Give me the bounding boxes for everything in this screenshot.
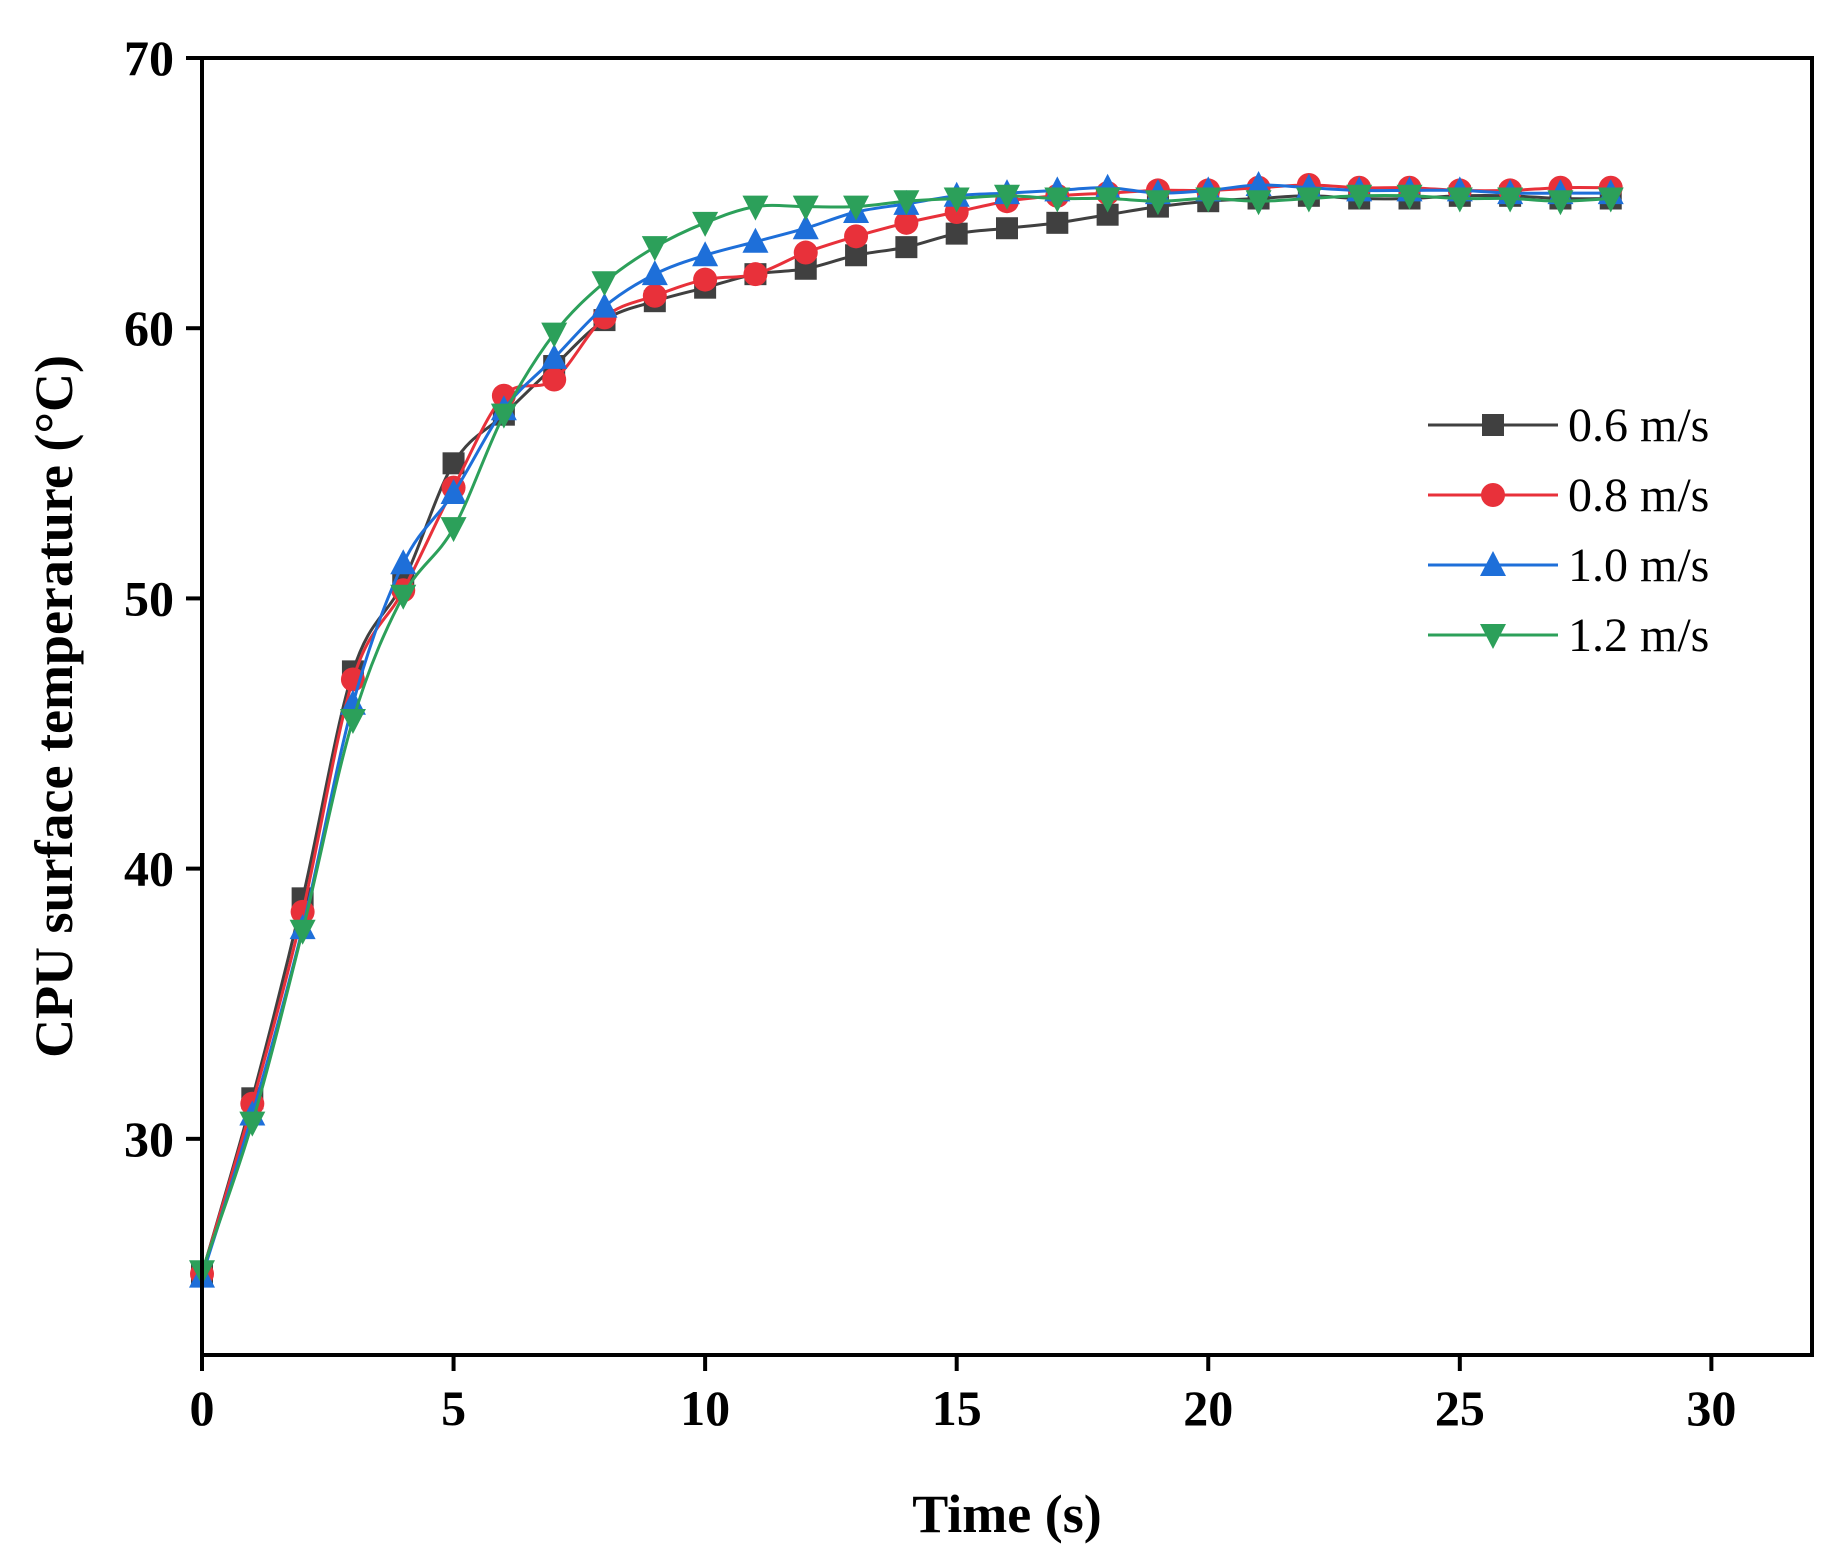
legend-item: 1.2 m/s — [1428, 609, 1709, 662]
series-line — [200, 193, 1611, 1272]
data-point — [641, 236, 668, 262]
data-point — [1446, 187, 1473, 213]
data-point — [893, 190, 920, 216]
data-point — [742, 227, 769, 253]
series-0 — [191, 184, 1622, 1285]
legend-label: 0.6 m/s — [1568, 399, 1709, 452]
x-axis-title: Time (s) — [912, 1484, 1101, 1544]
data-point — [1195, 187, 1222, 213]
legend: 0.6 m/s 0.8 m/s 1.0 m/s 1.2 m/s — [1428, 399, 1709, 662]
data-point — [794, 257, 817, 280]
data-point — [1245, 170, 1272, 196]
legend-item: 0.8 m/s — [1428, 469, 1709, 522]
data-point — [742, 195, 769, 221]
data-point — [390, 584, 417, 610]
data-point — [1497, 187, 1524, 213]
x-tick-label: 10 — [680, 1380, 730, 1436]
legend-label: 1.0 m/s — [1568, 539, 1709, 592]
data-point — [239, 1111, 266, 1137]
data-point — [440, 479, 467, 505]
data-point — [743, 262, 768, 287]
data-point — [1096, 203, 1119, 226]
data-point — [1295, 187, 1322, 213]
data-point — [996, 217, 1018, 240]
x-tick-label: 25 — [1435, 1380, 1485, 1436]
data-point — [945, 222, 968, 245]
data-point — [692, 241, 719, 267]
data-point — [591, 271, 618, 297]
data-point — [1094, 187, 1121, 213]
legend-label: 1.2 m/s — [1568, 609, 1709, 662]
series-line — [200, 193, 1611, 1275]
x-tick-label: 30 — [1686, 1380, 1736, 1436]
data-point — [642, 283, 667, 308]
data-point — [843, 195, 870, 221]
data-point — [641, 260, 668, 286]
data-point — [792, 214, 819, 240]
data-point — [943, 187, 970, 213]
data-point — [339, 709, 366, 735]
x-tick-label: 20 — [1183, 1380, 1233, 1436]
data-point — [894, 210, 919, 235]
data-point — [542, 367, 567, 392]
data-point — [793, 240, 818, 265]
data-point — [1245, 190, 1272, 216]
axes: 0 5 10 15 20 25 30 30 40 50 60 70 — [124, 30, 1814, 1436]
data-point — [541, 343, 568, 369]
series-1 — [190, 172, 1623, 1286]
data-point — [845, 244, 868, 267]
series-line — [200, 183, 1611, 1275]
plot-frame — [200, 56, 1814, 1357]
legend-item: 0.6 m/s — [1428, 399, 1709, 452]
legend-marker — [1480, 551, 1506, 576]
legend-marker — [1482, 414, 1504, 436]
series-line — [200, 183, 1611, 1278]
x-tick-label: 15 — [932, 1380, 982, 1436]
data-point — [1547, 190, 1574, 216]
data-point — [440, 517, 467, 543]
data-point — [792, 195, 819, 221]
legend-marker — [1481, 483, 1505, 507]
data-point — [1597, 187, 1624, 213]
legend-marker — [1480, 624, 1506, 649]
y-tick-label: 60 — [124, 300, 174, 356]
x-tick-label: 5 — [441, 1380, 466, 1436]
data-point — [1144, 190, 1171, 216]
data-point — [1396, 184, 1423, 210]
data-point — [692, 211, 719, 237]
y-tick-label: 40 — [124, 841, 174, 897]
data-point — [895, 236, 918, 259]
data-point — [289, 919, 316, 945]
data-point — [1346, 184, 1373, 210]
data-point — [442, 452, 465, 475]
y-tick-label: 30 — [124, 1111, 174, 1167]
y-tick-label: 50 — [124, 570, 174, 626]
data-point — [541, 322, 568, 348]
x-tick-label: 0 — [190, 1380, 215, 1436]
data-point — [844, 224, 869, 249]
series-2 — [189, 170, 1624, 1288]
series-3 — [189, 184, 1624, 1286]
legend-item: 1.0 m/s — [1428, 539, 1709, 592]
data-point — [1046, 211, 1069, 234]
data-point — [591, 292, 618, 318]
data-point — [693, 267, 718, 292]
data-point — [994, 184, 1020, 210]
legend-label: 0.8 m/s — [1568, 469, 1709, 522]
y-tick-label: 70 — [124, 30, 174, 86]
y-axis-title: CPU surface temperature (°C) — [24, 355, 84, 1058]
data-point — [490, 403, 517, 429]
data-point — [390, 549, 417, 575]
data-point — [1044, 187, 1071, 213]
series-group — [189, 170, 1624, 1288]
data-point — [339, 689, 366, 715]
